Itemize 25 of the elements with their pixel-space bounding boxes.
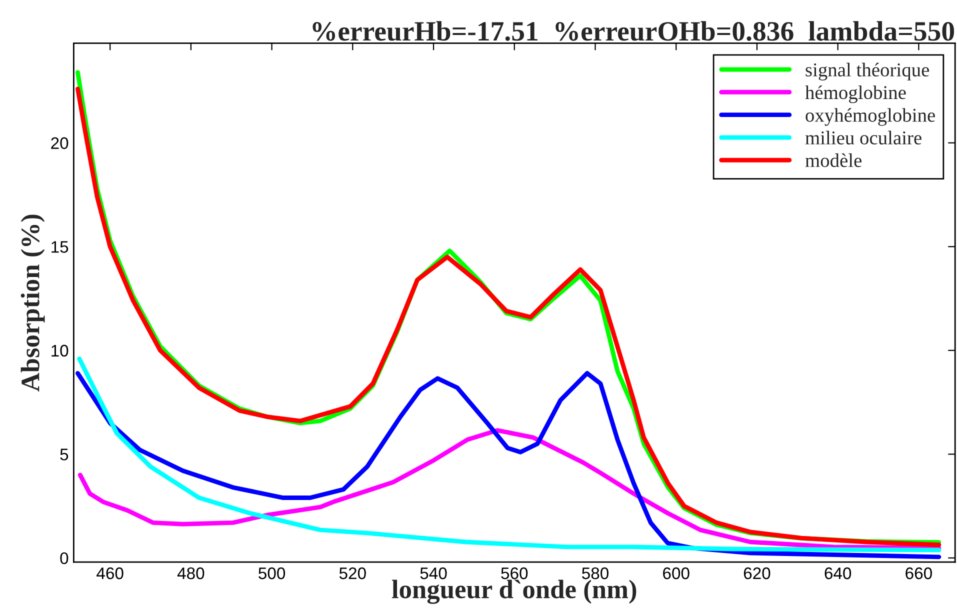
x-tick-label: 480 <box>177 567 204 580</box>
y-tick-label: 10 <box>52 344 68 357</box>
x-tick-label: 640 <box>824 567 852 580</box>
x-tick-label: 500 <box>258 567 286 580</box>
x-tick-label: 600 <box>663 567 690 580</box>
x-tick-label: 540 <box>420 567 447 580</box>
x-tick-label: 580 <box>582 567 609 580</box>
legend-label: signal théorique <box>806 62 930 80</box>
x-tick-label: 560 <box>501 567 528 580</box>
legend-label: oxyhémoglobine <box>806 108 935 126</box>
x-axis-title: longueur d`onde (nm) <box>392 580 636 604</box>
chart-title: %erreurHb=-17.51 %erreurOHb=0.836 lambda=550 <box>312 21 954 41</box>
y-tick-label: 20 <box>51 137 68 150</box>
x-tick-label: 620 <box>744 567 770 580</box>
legend-label: hémoglobine <box>805 85 906 104</box>
line-series <box>78 428 942 550</box>
x-tick-label: 660 <box>906 567 932 580</box>
legend-label: milieu oculaire <box>805 130 922 144</box>
x-tick-label: 520 <box>339 567 366 580</box>
y-tick-label: 0 <box>60 552 68 564</box>
y-axis-title: Absorption (%) <box>20 214 45 392</box>
legend-label: modèle <box>805 153 862 168</box>
y-tick-label: 5 <box>60 448 68 460</box>
x-tick-label: 460 <box>96 567 124 580</box>
y-tick-label: 15 <box>52 241 68 253</box>
